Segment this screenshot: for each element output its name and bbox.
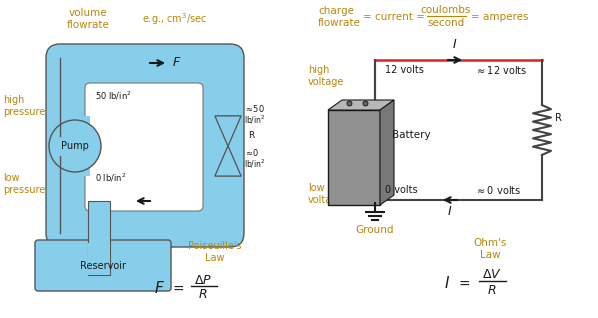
Text: lb/in$^2$: lb/in$^2$ [244,114,266,126]
FancyBboxPatch shape [85,83,203,211]
Text: voltage: voltage [308,195,344,205]
Polygon shape [380,100,394,205]
Text: $\mathit{F}$: $\mathit{F}$ [172,57,181,70]
Text: = amperes: = amperes [471,12,529,22]
Polygon shape [88,243,110,275]
Text: $\Delta P$: $\Delta P$ [194,273,212,287]
Text: Law: Law [480,250,501,260]
Text: 0 volts: 0 volts [385,185,417,195]
Text: second: second [428,18,465,28]
Text: = current =: = current = [363,12,425,22]
Text: R: R [555,113,562,123]
Polygon shape [60,168,90,176]
Polygon shape [215,116,241,146]
Text: Pump: Pump [61,141,89,151]
Text: e.g., cm$^3$/sec: e.g., cm$^3$/sec [142,11,208,27]
Polygon shape [215,146,241,176]
Polygon shape [328,110,380,205]
Text: $\approx\!50$: $\approx\!50$ [244,102,265,114]
Text: Battery: Battery [392,130,431,140]
Text: $\mathit{I}$: $\mathit{I}$ [452,38,457,51]
Text: $\approx\!0$: $\approx\!0$ [244,147,260,157]
Text: flowrate: flowrate [66,20,109,30]
Text: $R$: $R$ [487,284,497,296]
Text: Reservoir: Reservoir [80,261,126,271]
Text: $R$: $R$ [199,287,208,301]
Text: 50 lb/in$^2$: 50 lb/in$^2$ [95,90,132,102]
Text: high: high [308,65,329,75]
Text: $\approx$0 volts: $\approx$0 volts [475,184,521,196]
Polygon shape [60,116,90,124]
Text: $\mathit{F}$: $\mathit{F}$ [154,280,165,296]
Text: flowrate: flowrate [318,18,361,28]
Text: high: high [3,95,25,105]
Text: 0 lb/in$^2$: 0 lb/in$^2$ [95,172,126,184]
Text: Ground: Ground [356,225,394,235]
Polygon shape [215,116,241,146]
Text: coulombs: coulombs [421,5,471,15]
Text: low: low [308,183,325,193]
FancyBboxPatch shape [35,240,171,291]
Text: 12 volts: 12 volts [385,65,424,75]
FancyBboxPatch shape [46,44,244,247]
Text: $\mathit{I}$: $\mathit{I}$ [447,205,453,218]
Text: pressure: pressure [3,185,45,195]
Text: $=$: $=$ [170,281,185,295]
Text: $\Delta V$: $\Delta V$ [482,267,502,280]
Text: volume: volume [69,8,107,18]
Text: R: R [248,130,254,140]
Polygon shape [88,201,110,275]
Polygon shape [215,146,241,176]
Text: Ohm's: Ohm's [473,238,507,248]
Text: Poiseuille's: Poiseuille's [188,241,242,251]
Text: lb/in$^2$: lb/in$^2$ [244,158,266,170]
Text: Law: Law [205,253,225,263]
Text: pressure: pressure [3,107,45,117]
Circle shape [49,120,101,172]
Text: voltage: voltage [308,77,344,87]
Text: $=$: $=$ [456,276,471,290]
Text: $\approx$12 volts: $\approx$12 volts [475,64,527,76]
Polygon shape [215,116,241,176]
Text: charge: charge [318,6,354,16]
Text: $\mathit{I}$: $\mathit{I}$ [444,275,450,291]
Text: low: low [3,173,20,183]
Polygon shape [328,100,394,110]
